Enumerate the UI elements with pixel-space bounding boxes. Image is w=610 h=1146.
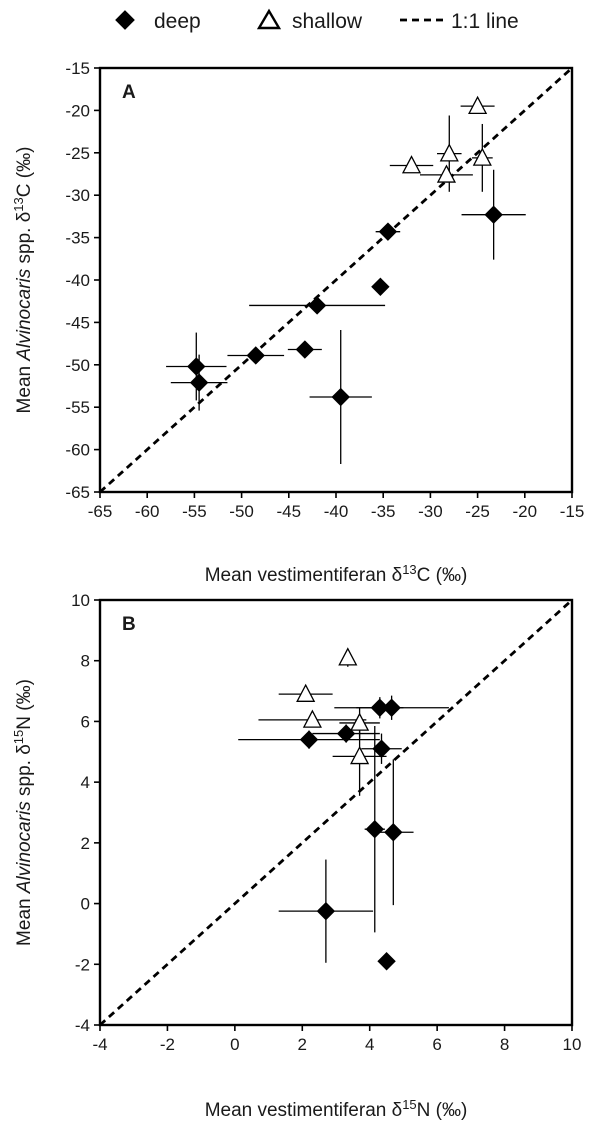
y-tick-label: -55 [65,398,90,417]
legend-item-shallow: shallow [256,8,363,33]
y-tick-label: -4 [75,1016,90,1035]
x-tick-label: -55 [182,502,207,521]
x-tick-label: -45 [277,502,302,521]
one-to-one-line [99,66,573,494]
deep-point [377,952,396,971]
legend-label-1to1: 1:1 line [451,10,519,33]
plot-frame [98,598,574,1027]
deep-point [384,823,403,842]
deep-point [331,387,350,407]
shallow-point [436,164,457,183]
deep-point [382,698,401,717]
y-tick-label: 10 [71,591,90,610]
deep-point [484,205,503,224]
shallow-point [350,745,370,765]
x-tick-label: 10 [563,1035,582,1054]
panels: -65 -60 -55 -50 -45 -40 -35 -30 -25 -20 -15-65-60-… [11,59,585,1121]
x-tick-label: -25 [465,502,490,521]
x-axis-title: Mean vestimentiferan δ13C (‰) [205,562,468,587]
x-tick-label: -2 [160,1035,175,1054]
shallow-point [338,647,358,666]
x-tick-label: -50 [229,502,254,521]
y-tick-label: 4 [81,773,90,792]
x-tick-label: 4 [365,1035,374,1054]
deep-point [372,739,391,758]
y-tick-label: -40 [65,271,90,290]
deep-point [246,346,265,365]
legend-item-deep: deep [115,10,201,33]
y-tick-label: 2 [81,834,90,853]
x-tick-label: 0 [230,1035,239,1054]
y-tick-label: -50 [65,356,90,375]
legend-item-1to1: 1:1 line [400,10,519,33]
deep-point [295,340,315,359]
deep-point [378,222,398,241]
shallow-point [439,143,459,162]
y-axis-title: Mean Alvinocaris spp. δ13C (‰) [11,147,36,414]
legend-label-shallow: shallow [292,10,363,33]
shallow-point [296,683,316,702]
deep-point [307,296,327,315]
x-tick-label: -15 [560,502,585,521]
x-tick-label: -4 [92,1035,107,1054]
x-tick-label: -30 [418,502,443,521]
deep-point [189,373,209,392]
legend-triangle-marker [256,8,282,30]
x-tick-label: 6 [432,1035,441,1054]
x-tick-label: -35 [371,502,396,521]
shallow-point [350,712,370,731]
legend-label-deep: deep [154,10,201,33]
deep-point [187,357,206,376]
y-tick-label: -30 [65,186,90,205]
y-tick-label: -60 [65,441,90,460]
x-tick-label: -20 [513,502,538,521]
x-tick-label: 8 [500,1035,509,1054]
y-tick-label: -45 [65,313,90,332]
x-tick-label: 2 [298,1035,307,1054]
panel-label: B [122,614,136,635]
chart-panel-a: -65 -60 -55 -50 -45 -40 -35 -30 -25 -20 -15 -65 -60 -… [11,59,585,586]
deep-point [371,277,390,296]
shallow-point [472,147,492,166]
y-tick-label: -2 [75,955,90,974]
chart-panel-b: -4 -2 0 2 4 6 8 10 -4 -2 0 2 4 6 8 10 B Mean vestimentife… [11,591,582,1121]
legend: deep shallow 1:1 line [115,8,519,33]
shallow-point [401,155,422,174]
x-tick-label: -65 [88,502,113,521]
y-tick-label: -35 [65,229,90,248]
y-tick-label: -65 [65,483,90,502]
x-tick-label: -40 [324,502,349,521]
deep-point [365,819,384,839]
y-tick-label: 0 [81,895,90,914]
y-tick-label: 8 [81,652,90,671]
y-tick-label: -15 [65,59,90,78]
shallow-point [302,709,322,728]
y-tick-label: -25 [65,144,90,163]
one-to-one-line [99,598,573,1027]
panel-label: A [122,82,136,103]
legend-diamond-marker [115,10,135,30]
shallow-point [468,95,488,115]
y-axis-title: Mean Alvinocaris spp. δ15N (‰) [11,679,36,946]
x-axis-title: Mean vestimentiferan δ15N (‰) [205,1097,468,1122]
y-tick-label: -20 [65,101,90,120]
x-tick-label: -60 [135,502,160,521]
deep-point [299,730,319,749]
y-tick-label: 6 [81,712,90,731]
deep-point [316,901,336,921]
